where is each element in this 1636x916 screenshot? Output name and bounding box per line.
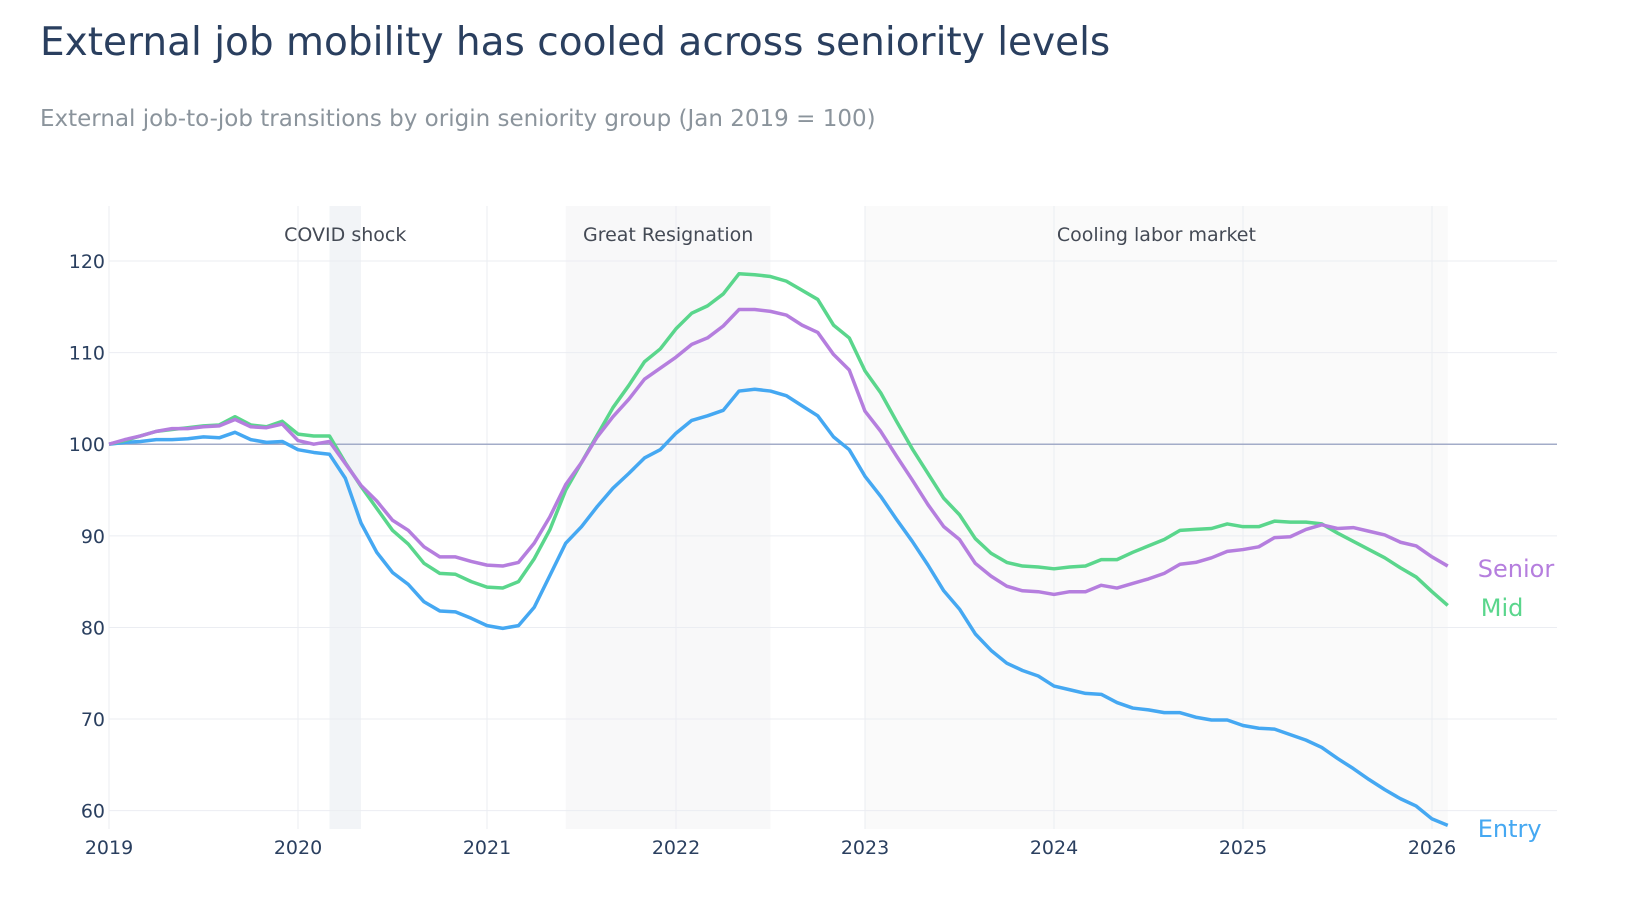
x-tick-label: 2021 [463, 837, 511, 859]
shaded-period-1 [565, 206, 771, 829]
period-annotations: COVID shock Great Resignation Cooling labo… [284, 224, 1256, 246]
x-tick-label: 2024 [1030, 837, 1078, 859]
x-tick-label: 2026 [1408, 837, 1456, 859]
y-tick-label: 120 [69, 251, 105, 273]
series-line-entry [108, 387, 1449, 827]
series-line-senior [108, 307, 1449, 597]
shaded-periods [329, 206, 1448, 829]
shaded-period-0 [329, 206, 361, 829]
series-label-senior: Senior [1478, 555, 1555, 583]
series-end-labels: Entry Mid Senior [1478, 555, 1555, 843]
axis-tick-labels: 60 70 80 90 100 110 120 2019 2020 2021 2022 2023 202… [69, 251, 1456, 859]
series-lines [108, 272, 1449, 827]
y-tick-label: 60 [81, 801, 105, 823]
x-tick-label: 2025 [1219, 837, 1267, 859]
x-tick-label: 2019 [85, 837, 133, 859]
y-tick-label: 80 [81, 617, 105, 639]
x-tick-label: 2023 [841, 837, 889, 859]
series-label-entry: Entry [1478, 815, 1542, 843]
chart-subtitle: External job-to-job transitions by origi… [40, 106, 876, 132]
y-tick-label: 90 [81, 526, 105, 548]
series-line-mid [108, 272, 1449, 607]
period-label: COVID shock [284, 224, 406, 246]
x-tick-label: 2020 [274, 837, 322, 859]
shaded-period-2 [865, 206, 1448, 829]
chart-title: External job mobility has cooled across … [40, 20, 1111, 65]
y-tick-label: 100 [69, 434, 105, 456]
series-label-mid: Mid [1481, 594, 1524, 622]
x-tick-label: 2022 [652, 837, 700, 859]
period-label: Cooling labor market [1057, 224, 1256, 246]
y-tick-label: 110 [69, 343, 105, 365]
period-label: Great Resignation [583, 224, 753, 246]
y-tick-label: 70 [81, 709, 105, 731]
